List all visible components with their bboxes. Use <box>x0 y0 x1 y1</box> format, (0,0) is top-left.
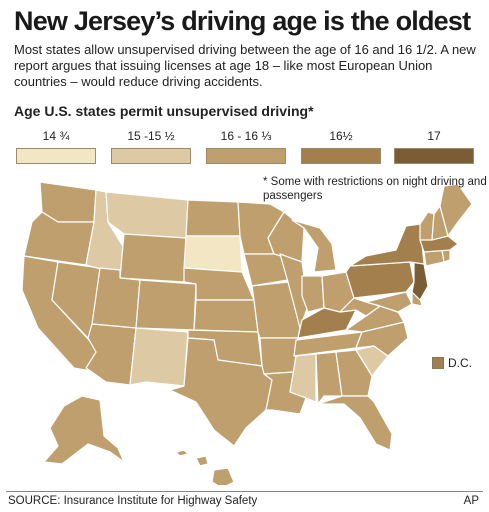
state-CT <box>423 249 445 267</box>
map-subhead: Age U.S. states permit unsupervised driv… <box>14 103 314 119</box>
legend-label: 16½ <box>329 129 353 143</box>
dek-text: Most states allow unsupervised driving b… <box>14 42 476 89</box>
state-MI <box>291 219 337 273</box>
state-HI <box>175 449 235 485</box>
legend-swatch <box>301 148 381 164</box>
state-SD <box>183 235 243 273</box>
legend-label: 15 -15 ½ <box>127 129 175 143</box>
state-ME <box>439 183 473 237</box>
legend-item-16-1-2: 16½ <box>301 128 381 164</box>
legend-swatch <box>206 148 286 164</box>
credit-line: AP <box>463 495 479 507</box>
footer-rule <box>6 491 483 492</box>
legend-item-14-3-4: 14 ¾ <box>16 128 96 164</box>
state-IN <box>301 275 325 313</box>
legend-label: 17 <box>427 129 441 143</box>
state-FL <box>317 395 393 451</box>
footnote: * Some with restrictions on night drivin… <box>263 176 487 202</box>
dc-label: D.C. <box>448 356 472 370</box>
state-NJ <box>411 261 429 301</box>
state-AK <box>43 395 125 465</box>
legend-swatch <box>16 148 96 164</box>
dc-swatch <box>432 357 444 369</box>
legend-item-15-15-1-2: 15 -15 ½ <box>111 128 191 164</box>
headline: New Jersey’s driving age is the oldest <box>14 6 471 36</box>
legend-label: 16 - 16 ⅓ <box>220 129 272 143</box>
legend: 14 ¾ 15 -15 ½ 16 - 16 ⅓ 16½ 17 <box>16 128 476 168</box>
state-TX <box>169 337 273 447</box>
state-KS <box>193 299 259 333</box>
state-AL <box>315 351 343 405</box>
state-CO <box>135 279 197 331</box>
us-map <box>21 181 473 485</box>
legend-item-16-16-1-3: 16 - 16 ⅓ <box>206 128 286 164</box>
state-IL <box>279 253 309 329</box>
source-line: SOURCE: Insurance Institute for Highway … <box>8 495 258 507</box>
legend-label: 14 ¾ <box>42 129 70 143</box>
state-MS <box>289 353 317 403</box>
state-RI <box>441 249 451 263</box>
legend-swatch <box>111 148 191 164</box>
state-WI <box>267 211 305 263</box>
state-NY <box>349 223 425 267</box>
state-AR <box>259 337 299 375</box>
legend-swatch <box>394 148 474 164</box>
state-WY <box>119 233 187 283</box>
dc-legend: D.C. <box>432 356 472 370</box>
state-MD <box>365 291 413 313</box>
state-MT <box>105 191 189 239</box>
legend-item-17: 17 <box>394 128 474 164</box>
state-NM <box>129 327 189 387</box>
state-ND <box>185 199 241 237</box>
